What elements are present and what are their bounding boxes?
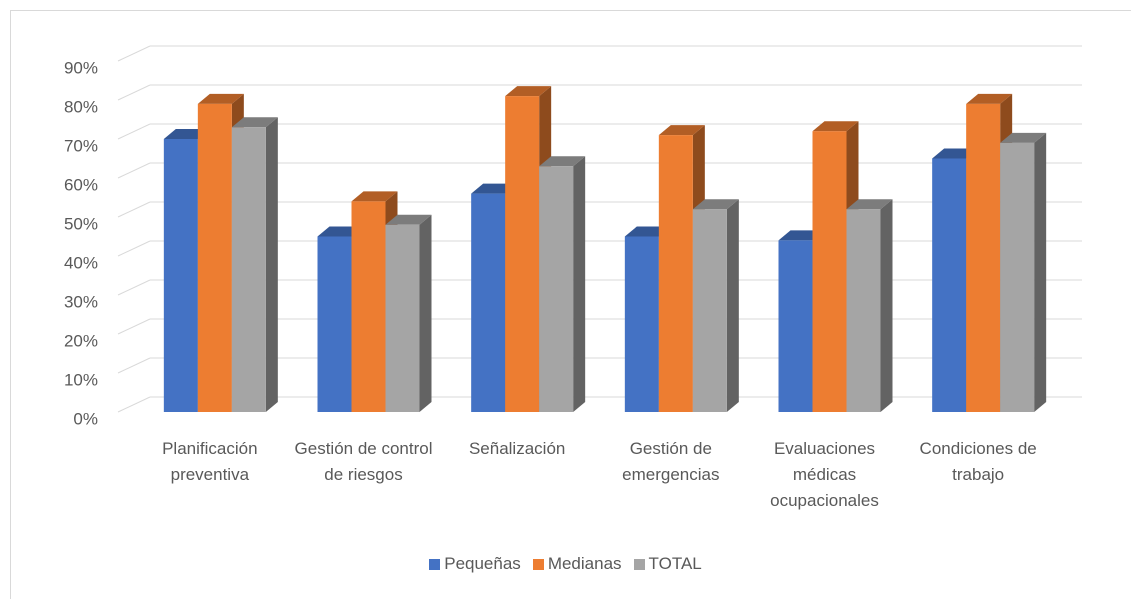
grid-stub	[117, 201, 151, 218]
bar-front	[932, 158, 967, 412]
legend-label: Medianas	[547, 554, 622, 573]
x-tick-label: Condiciones de trabajo	[919, 439, 1037, 484]
bar	[1000, 132, 1047, 412]
chart-border	[10, 10, 1131, 599]
grid-stub	[117, 279, 151, 296]
legend: Pequeñas Medianas TOTAL	[0, 554, 1131, 574]
legend-item: Medianas	[532, 554, 622, 574]
bar-top	[1000, 132, 1047, 143]
x-tick-label: Evaluaciones médicas ocupacionales	[770, 439, 879, 510]
bar-front	[1000, 142, 1035, 412]
y-tick-label: 90%	[64, 58, 98, 77]
legend-item: TOTAL	[633, 554, 702, 574]
bar-top	[966, 93, 1013, 104]
bar-top	[351, 191, 398, 202]
bar-side	[880, 199, 893, 412]
bar-side	[265, 117, 278, 413]
grid-stub	[117, 162, 151, 179]
bar-top	[505, 86, 552, 97]
bar-top	[846, 199, 893, 210]
legend-label: Pequeñas	[444, 554, 521, 573]
bar-front	[966, 103, 1001, 413]
bar-front	[624, 236, 659, 412]
grid-stub	[117, 240, 151, 257]
grid-stub	[117, 123, 151, 140]
bar-front	[163, 139, 198, 412]
bar-front	[351, 201, 386, 412]
y-tick-label: 20%	[64, 331, 98, 350]
x-tick-label: Planificación preventiva	[162, 439, 258, 484]
legend-swatch	[429, 559, 441, 570]
x-tick-label: Señalización	[468, 439, 566, 458]
x-tick-label: Gestión de emergencias	[622, 439, 720, 484]
legend-swatch	[633, 559, 645, 570]
grid-stub	[117, 318, 151, 335]
bar	[385, 214, 432, 412]
grid-stub	[117, 84, 151, 101]
bar	[846, 199, 893, 412]
bar-top	[385, 214, 432, 225]
y-tick-label: 70%	[64, 136, 98, 155]
bar-front	[505, 96, 540, 412]
bar-side	[1034, 132, 1047, 412]
bar-front	[692, 209, 727, 412]
legend-item: Pequeñas	[429, 554, 521, 574]
grid-stub	[117, 357, 151, 374]
bar	[539, 156, 586, 412]
bar-top	[231, 117, 278, 128]
bar-front	[471, 193, 506, 412]
bar-side	[419, 214, 432, 412]
grid-stub	[117, 45, 151, 62]
bar-top	[812, 121, 859, 132]
bar-front	[197, 103, 232, 413]
bar-front	[231, 127, 266, 413]
bar-front	[317, 236, 352, 412]
bar-side	[726, 199, 739, 412]
y-tick-label: 60%	[64, 175, 98, 194]
bar-front	[385, 224, 420, 412]
bar-top	[539, 156, 586, 167]
bar-front	[539, 166, 574, 412]
bar-top	[692, 199, 739, 210]
bar-front	[778, 240, 813, 412]
y-tick-label: 40%	[64, 253, 98, 272]
bar-side	[573, 156, 586, 412]
bar	[692, 199, 739, 412]
bar-top	[658, 125, 705, 136]
y-tick-label: 10%	[64, 370, 98, 389]
bar-front	[658, 135, 693, 412]
y-tick-label: 30%	[64, 292, 98, 311]
grid-stub	[117, 396, 151, 413]
x-tick-label: Gestión de control de riesgos	[294, 439, 433, 484]
legend-label: TOTAL	[648, 554, 702, 573]
y-tick-label: 0%	[73, 409, 98, 428]
bar	[231, 117, 278, 413]
legend-swatch	[532, 559, 544, 570]
bar-top	[197, 93, 244, 104]
bar-front	[812, 131, 847, 412]
y-tick-label: 80%	[64, 97, 98, 116]
bar-front	[846, 209, 881, 412]
y-tick-label: 50%	[64, 214, 98, 233]
